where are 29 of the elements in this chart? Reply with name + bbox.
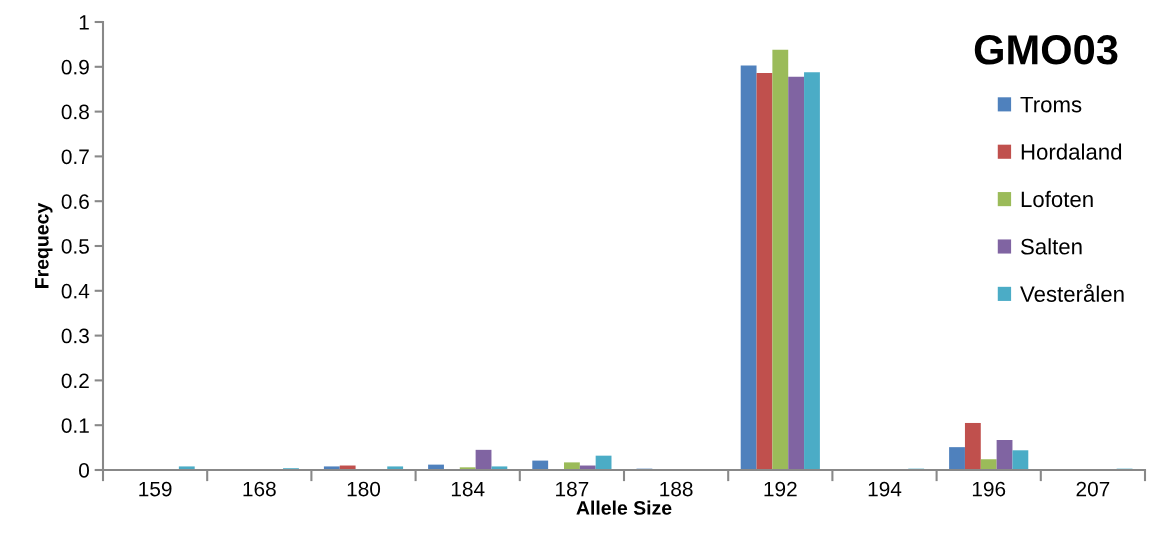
y-tick-label: 0.3 <box>61 328 89 344</box>
chart-title: GMO03 <box>974 35 1118 65</box>
x-tick-label: 187 <box>556 481 589 497</box>
x-tick-label: 196 <box>972 481 1006 497</box>
legend-label: Troms <box>1020 96 1082 113</box>
y-axis-title: Frequecy <box>35 202 53 288</box>
y-tick-label: 0.5 <box>61 239 89 254</box>
y-tick-label: 0.1 <box>61 418 89 433</box>
y-tick-label: 0.8 <box>61 104 89 120</box>
x-tick-label: 184 <box>451 481 485 497</box>
x-tick-label: 188 <box>660 481 693 497</box>
x-tick-label: 194 <box>868 481 902 497</box>
x-tick-label: 168 <box>243 481 276 497</box>
x-tick-label: 192 <box>764 481 797 497</box>
y-tick-label: 0.4 <box>61 283 90 299</box>
x-tick-label: 159 <box>139 481 172 497</box>
legend-label: Lofoten <box>1021 190 1093 208</box>
y-tick-label: 1 <box>79 15 89 30</box>
x-tick-label: 180 <box>347 481 381 497</box>
legend-label: Hordaland <box>1021 143 1122 160</box>
x-tick-label: 207 <box>1076 481 1110 497</box>
legend-label: Vesterålen <box>1020 283 1124 302</box>
legend-label: Salten <box>1021 238 1082 255</box>
y-tick-label: 0.6 <box>61 194 89 209</box>
x-axis-title: Allele Size <box>576 500 672 515</box>
y-tick-label: 0.7 <box>61 149 89 165</box>
y-tick-label: 0.9 <box>61 59 89 75</box>
y-tick-label: 0.2 <box>61 373 89 389</box>
y-tick-label: 0 <box>79 463 89 478</box>
